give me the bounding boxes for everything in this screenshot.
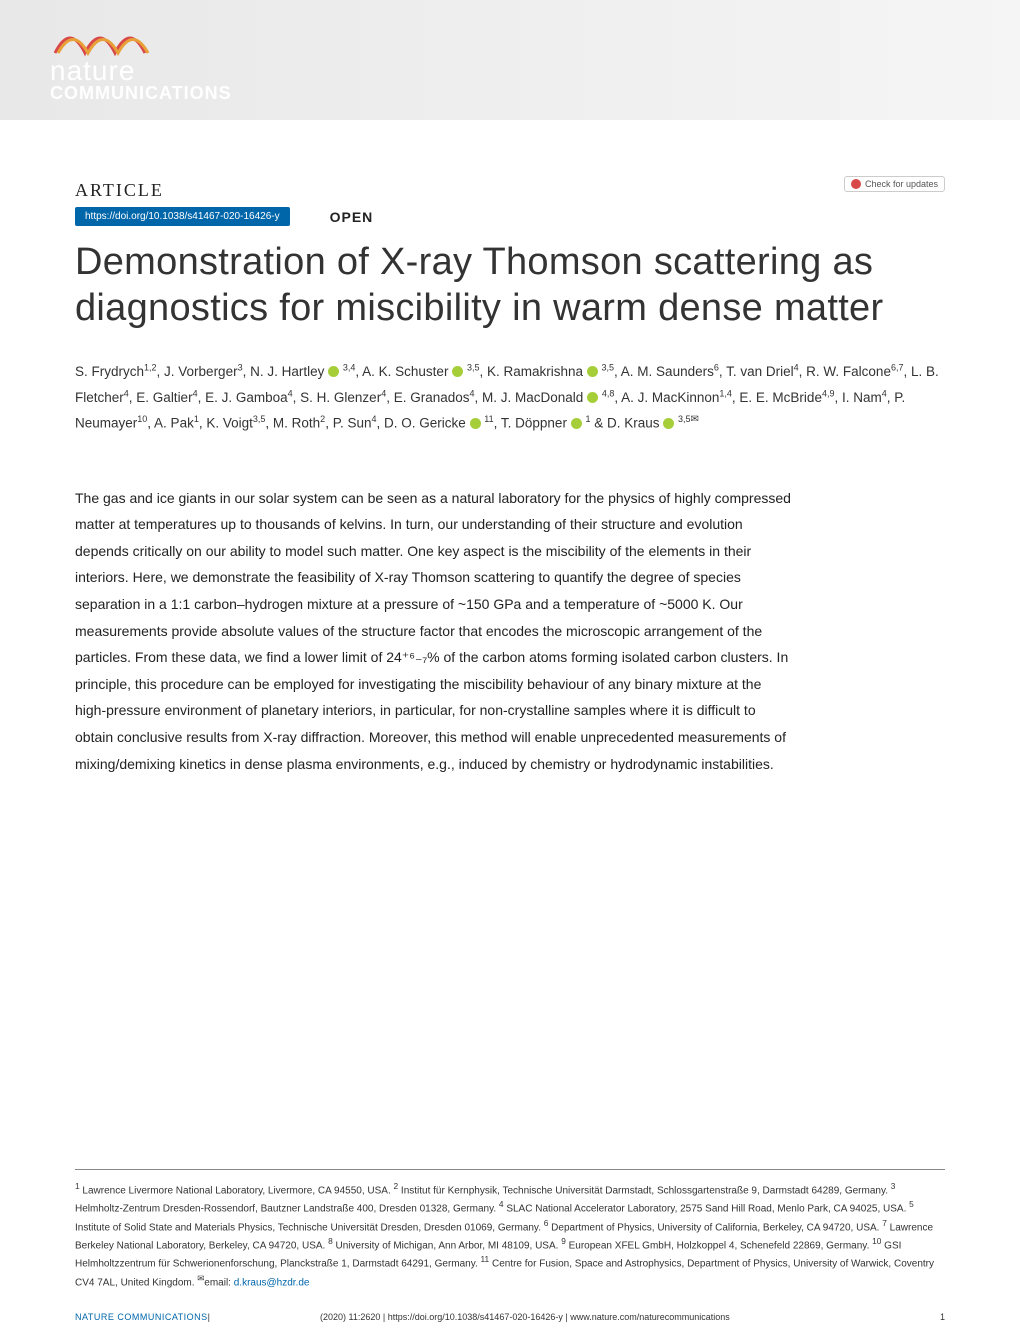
footer-separator: | [208,1312,210,1322]
article-content: ARTICLE Check for updates https://doi.or… [0,120,1020,777]
article-type-label: ARTICLE [75,180,164,200]
article-label-row: ARTICLE Check for updates [75,180,945,201]
author-list: S. Frydrych1,2, J. Vorberger3, N. J. Har… [75,359,945,436]
page-footer: NATURE COMMUNICATIONS | (2020) 11:2620 |… [75,1312,945,1322]
open-access-label: OPEN [330,209,374,225]
check-updates-text: Check for updates [865,179,938,189]
doi-row: https://doi.org/10.1038/s41467-020-16426… [75,207,945,226]
abstract-text: The gas and ice giants in our solar syst… [75,485,795,778]
journal-header-band: nature COMMUNICATIONS [0,0,1020,120]
article-title: Demonstration of X-ray Thomson scatterin… [75,240,945,331]
footer-citation: (2020) 11:2620 | https://doi.org/10.1038… [320,1312,730,1322]
logo-swoosh-icon [50,18,170,58]
doi-link[interactable]: https://doi.org/10.1038/s41467-020-16426… [75,207,290,226]
check-updates-button[interactable]: Check for updates [844,176,945,192]
affiliations-block: 1 Lawrence Livermore National Laboratory… [75,1169,945,1290]
logo-text-communications: COMMUNICATIONS [50,83,270,104]
journal-logo: nature COMMUNICATIONS [50,18,270,104]
check-updates-icon [851,179,861,189]
footer-page-number: 1 [940,1312,945,1322]
footer-journal-name: NATURE COMMUNICATIONS [75,1312,208,1322]
